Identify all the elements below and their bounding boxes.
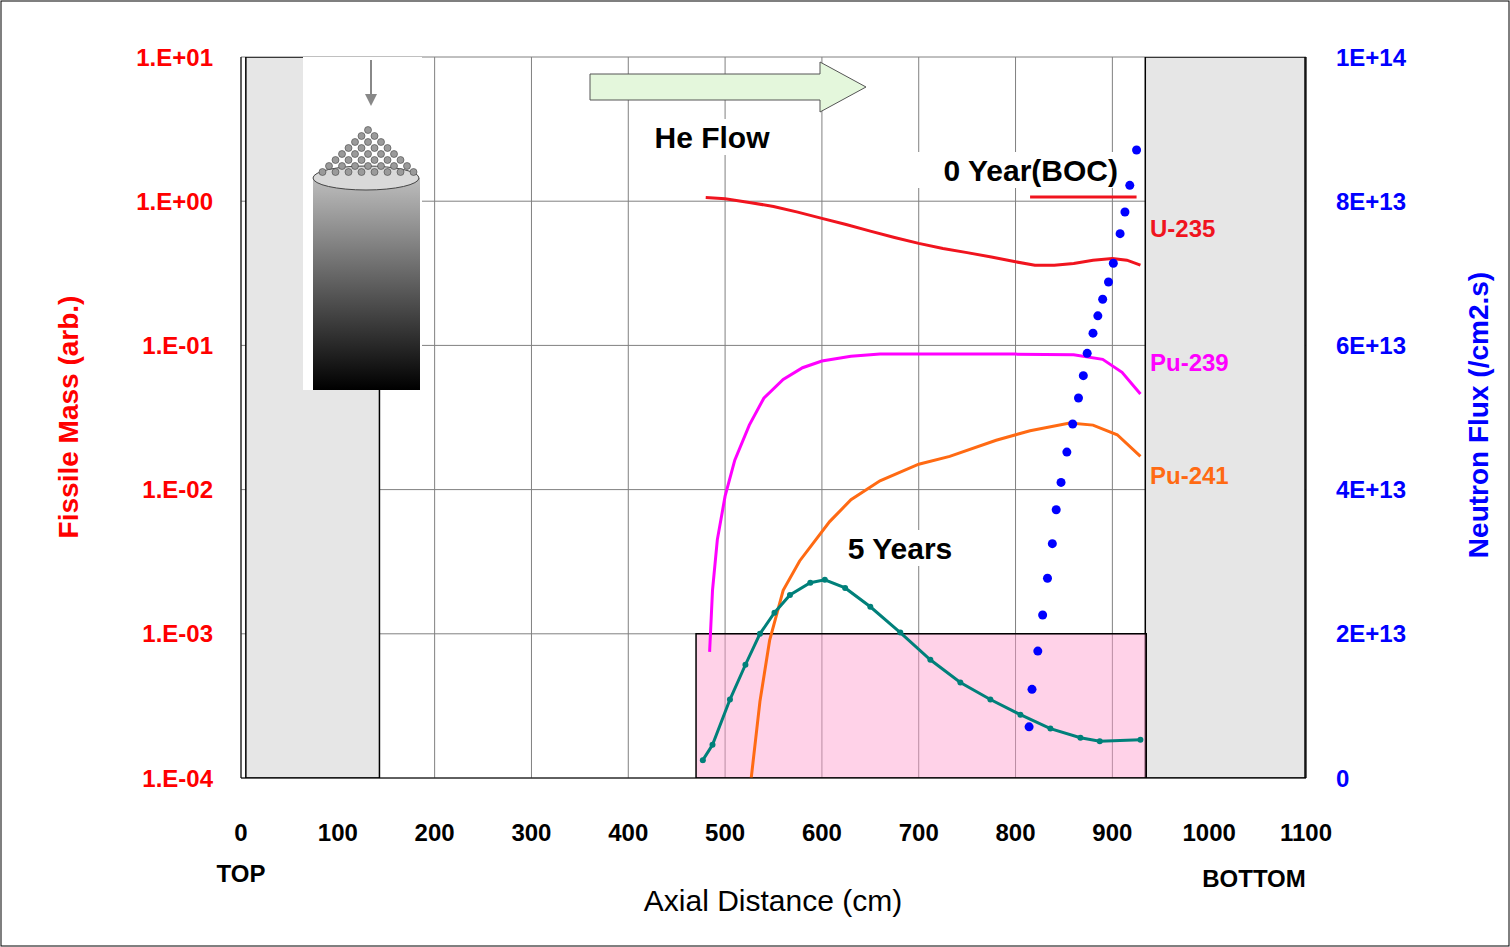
svg-text:1.E-01: 1.E-01	[142, 332, 213, 359]
svg-text:Fissile Mass (arb.): Fissile Mass (arb.)	[53, 296, 84, 539]
svg-text:Pu-241: Pu-241	[1150, 462, 1229, 489]
svg-text:Neutron Flux (/cm2.s): Neutron Flux (/cm2.s)	[1463, 272, 1494, 558]
svg-text:500: 500	[705, 819, 745, 846]
svg-text:8E+13: 8E+13	[1336, 188, 1406, 215]
svg-text:He Flow: He Flow	[654, 121, 770, 154]
svg-text:400: 400	[608, 819, 648, 846]
svg-text:800: 800	[996, 819, 1036, 846]
svg-text:4E+13: 4E+13	[1336, 476, 1406, 503]
svg-text:1.E+00: 1.E+00	[136, 188, 213, 215]
svg-text:300: 300	[511, 819, 551, 846]
svg-text:700: 700	[899, 819, 939, 846]
svg-text:1.E-02: 1.E-02	[142, 476, 213, 503]
svg-text:200: 200	[415, 819, 455, 846]
svg-text:Pu-239: Pu-239	[1150, 349, 1229, 376]
svg-text:1000: 1000	[1182, 819, 1235, 846]
svg-text:1.E+01: 1.E+01	[136, 44, 213, 71]
svg-text:600: 600	[802, 819, 842, 846]
svg-text:BOTTOM: BOTTOM	[1202, 865, 1306, 892]
svg-text:0: 0	[1336, 765, 1349, 792]
svg-text:0 Year(BOC): 0 Year(BOC)	[943, 154, 1118, 187]
svg-text:900: 900	[1092, 819, 1132, 846]
svg-text:1100: 1100	[1280, 819, 1332, 846]
svg-text:Axial Distance (cm): Axial Distance (cm)	[644, 884, 902, 917]
svg-text:100: 100	[318, 819, 358, 846]
svg-text:5 Years: 5 Years	[848, 532, 953, 565]
svg-text:6E+13: 6E+13	[1336, 332, 1406, 359]
svg-text:0: 0	[234, 819, 247, 846]
svg-text:U-235: U-235	[1150, 215, 1215, 242]
svg-text:TOP: TOP	[217, 860, 266, 887]
svg-text:2E+13: 2E+13	[1336, 620, 1406, 647]
svg-text:1E+14: 1E+14	[1336, 44, 1407, 71]
svg-text:1.E-04: 1.E-04	[142, 765, 213, 792]
svg-text:1.E-03: 1.E-03	[142, 620, 213, 647]
